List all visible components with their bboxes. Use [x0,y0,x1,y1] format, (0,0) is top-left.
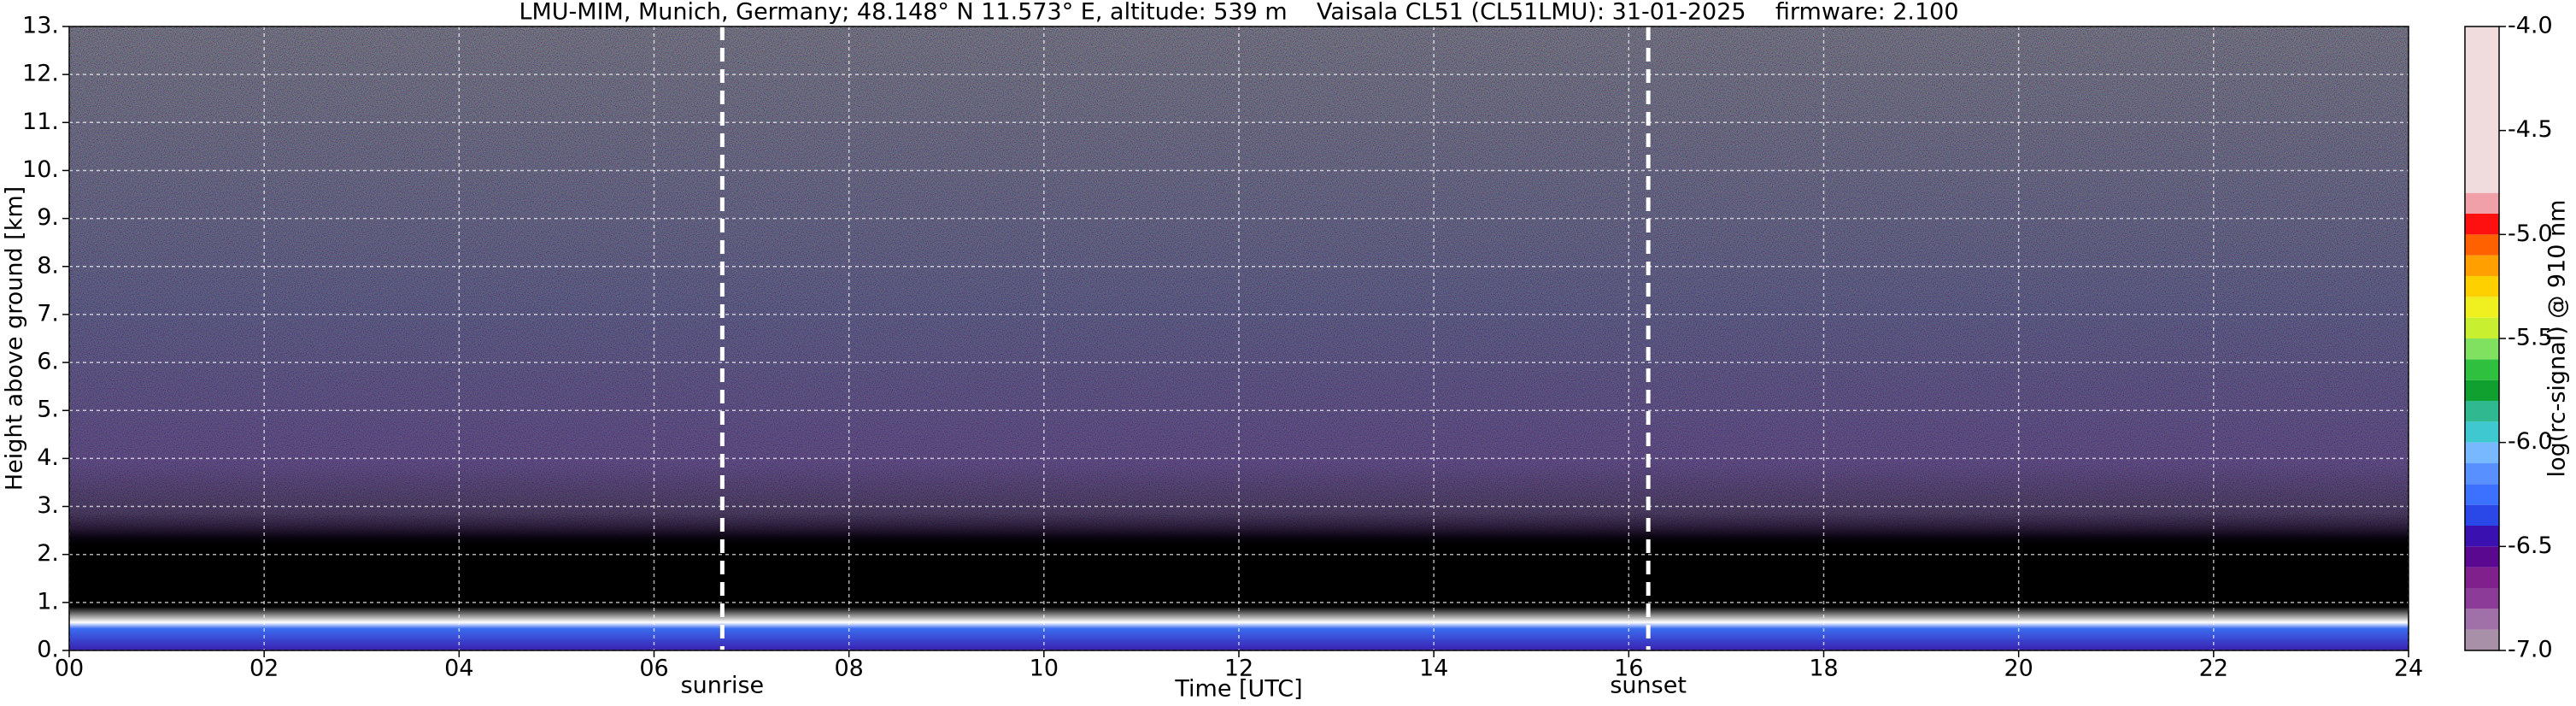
colorbar-segment [2465,276,2499,297]
colorbar-tick-label: -4.0 [2508,13,2553,39]
x-tick-label: 12 [1224,656,1253,682]
y-tick-label: 2. [37,540,59,567]
y-tick-label: 6. [37,349,59,375]
x-tick-label: 02 [249,656,279,682]
colorbar-segment [2465,484,2499,505]
colorbar-tick-label: -6.5 [2508,532,2553,559]
x-axis-label: Time [UTC] [1174,676,1302,703]
colorbar-segment [2465,297,2499,318]
colorbar-segment [2465,26,2499,193]
colorbar-segment [2465,567,2499,588]
plot-frame [68,26,2409,651]
colorbar-segment [2465,421,2499,443]
colorbar-segment [2465,629,2499,650]
y-tick-label: 1. [37,588,59,615]
y-tick-label: 0. [37,637,59,663]
x-tick-label: 16 [1614,656,1643,682]
colorbar-segment [2465,192,2499,214]
y-tick-label: 3. [37,492,59,519]
annotation-label: sunset [1610,673,1687,699]
x-tick-label: 18 [1809,656,1838,682]
colorbar-segment [2465,255,2499,276]
colorbar-segment [2465,609,2499,630]
colorbar-segment [2465,214,2499,235]
colorbar-tick-label: -6.0 [2508,428,2553,455]
x-tick-label: 04 [444,656,473,682]
colorbar-tick-label: -4.5 [2508,116,2553,143]
y-tick-label: 12. [22,61,59,87]
colorbar-segment [2465,546,2499,568]
colorbar-segment [2465,504,2499,526]
chart-title: LMU-MIM, Munich, Germany; 48.148° N 11.5… [519,0,1958,26]
colorbar-tick-label: -5.5 [2508,325,2553,351]
x-tick-label: 00 [55,656,84,682]
x-tick-label: 10 [1030,656,1059,682]
colorbar-segment [2465,359,2499,380]
colorbar-segment [2465,442,2499,463]
y-tick-label: 11. [22,109,59,135]
colorbar-segment [2465,463,2499,485]
colorbar-segment [2465,526,2499,547]
y-tick-label: 7. [37,300,59,327]
y-tick-label: 13. [22,13,59,39]
y-tick-label: 5. [37,397,59,423]
x-tick-label: 22 [2199,656,2228,682]
x-tick-label: 24 [2394,656,2423,682]
y-axis-label: Height above ground [km] [2,186,28,491]
colorbar-tick-label: -7.0 [2508,637,2553,663]
colorbar-segment [2465,338,2499,360]
colorbar-segment [2465,401,2499,422]
x-tick-label: 14 [1419,656,1448,682]
colorbar-segment [2465,379,2499,401]
y-tick-label: 10. [22,156,59,183]
colorbar-tick-label: -5.0 [2508,221,2553,247]
plot-area [69,26,2409,650]
x-tick-label: 08 [834,656,863,682]
annotation-label: sunrise [681,673,765,699]
colorbar-segment [2465,317,2499,338]
colorbar-segment [2465,234,2499,256]
x-tick-label: 20 [2004,656,2033,682]
y-tick-label: 8. [37,252,59,279]
y-tick-label: 4. [37,444,59,471]
y-tick-label: 9. [37,204,59,231]
x-tick-label: 06 [639,656,668,682]
colorbar-segment [2465,588,2499,609]
heatmap-speckle [69,26,2409,650]
colorbar-label: log(rc-signal) @ 910 nm [2544,200,2571,478]
